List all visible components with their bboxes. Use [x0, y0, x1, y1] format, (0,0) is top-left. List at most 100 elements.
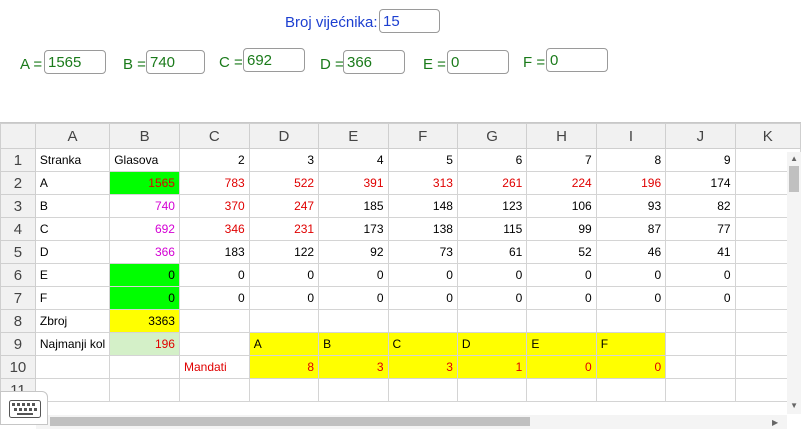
column-header[interactable]: G [456, 123, 528, 149]
vertical-scroll-thumb[interactable] [789, 166, 799, 192]
cell[interactable]: F [34, 286, 111, 310]
cell[interactable]: 174 [665, 171, 736, 195]
column-header[interactable]: J [665, 123, 736, 149]
corner-cell[interactable] [0, 123, 36, 149]
column-header[interactable]: K [734, 123, 801, 149]
cell[interactable]: 0 [456, 263, 528, 287]
cell[interactable]: 2 [178, 148, 250, 172]
cell[interactable]: 247 [248, 194, 320, 218]
seats-input[interactable]: 15 [379, 9, 440, 33]
row-header[interactable]: 2 [0, 171, 36, 195]
spreadsheet[interactable]: A B C D E F G H I J K 1 Stranka Glasova … [0, 122, 801, 430]
virtual-keyboard-button[interactable] [0, 391, 48, 425]
cell[interactable]: Glasova [109, 148, 180, 172]
cell[interactable] [178, 378, 250, 402]
cell[interactable]: 87 [595, 217, 667, 241]
cell[interactable]: 196 [595, 171, 667, 195]
cell[interactable]: 77 [665, 217, 736, 241]
cell[interactable] [34, 355, 111, 379]
cell[interactable]: 0 [318, 263, 389, 287]
cell[interactable]: 3 [387, 355, 458, 379]
cell[interactable]: 0 [109, 286, 180, 310]
cell[interactable] [178, 332, 250, 356]
cell[interactable]: 0 [595, 286, 667, 310]
cell[interactable]: 0 [665, 263, 736, 287]
cell[interactable]: 115 [456, 217, 528, 241]
cell[interactable]: 106 [526, 194, 597, 218]
cell[interactable]: 138 [387, 217, 458, 241]
cell[interactable]: 99 [526, 217, 597, 241]
cell[interactable] [456, 378, 528, 402]
cell[interactable]: 8 [595, 148, 667, 172]
cell[interactable]: 313 [387, 171, 458, 195]
row-header[interactable]: 10 [0, 355, 36, 379]
cell[interactable] [109, 378, 180, 402]
cell[interactable]: 0 [318, 286, 389, 310]
cell[interactable]: 0 [526, 286, 597, 310]
cell[interactable]: 1 [456, 355, 528, 379]
cell[interactable]: 3363 [109, 309, 180, 333]
cell[interactable]: 3 [318, 355, 389, 379]
cell[interactable]: 0 [248, 263, 320, 287]
cell[interactable]: Zbroj [34, 309, 111, 333]
cell[interactable]: F [595, 332, 667, 356]
row-header[interactable]: 5 [0, 240, 36, 264]
cell[interactable] [456, 309, 528, 333]
cell[interactable]: 692 [109, 217, 180, 241]
party-d-input[interactable]: 366 [343, 50, 405, 74]
column-header[interactable]: E [318, 123, 389, 149]
cell[interactable]: 8 [248, 355, 320, 379]
cell[interactable]: C [34, 217, 111, 241]
row-header[interactable]: 9 [0, 332, 36, 356]
scroll-up-arrow-icon[interactable]: ▲ [790, 154, 798, 163]
cell[interactable] [665, 355, 736, 379]
cell[interactable] [526, 309, 597, 333]
cell[interactable]: 740 [109, 194, 180, 218]
column-header[interactable]: C [178, 123, 250, 149]
horizontal-scroll-thumb[interactable] [50, 417, 530, 426]
cell[interactable]: 3 [248, 148, 320, 172]
cell[interactable]: 370 [178, 194, 250, 218]
cell[interactable] [178, 309, 250, 333]
cell[interactable]: 0 [387, 286, 458, 310]
party-c-input[interactable]: 692 [243, 48, 305, 72]
cell[interactable]: 261 [456, 171, 528, 195]
cell[interactable] [665, 309, 736, 333]
column-header[interactable]: D [248, 123, 320, 149]
cell[interactable]: D [34, 240, 111, 264]
cell[interactable]: 92 [318, 240, 389, 264]
party-e-input[interactable]: 0 [447, 50, 509, 74]
scroll-right-arrow-icon[interactable]: ▶ [772, 418, 779, 427]
cell[interactable]: 783 [178, 171, 250, 195]
cell[interactable]: 196 [109, 332, 180, 356]
cell[interactable]: 73 [387, 240, 458, 264]
cell[interactable]: Stranka [34, 148, 111, 172]
cell[interactable]: 346 [178, 217, 250, 241]
cell[interactable]: 9 [665, 148, 736, 172]
row-header[interactable]: 6 [0, 263, 36, 287]
cell[interactable]: 41 [665, 240, 736, 264]
cell[interactable]: 0 [595, 263, 667, 287]
cell[interactable]: A [248, 332, 320, 356]
cell[interactable]: 0 [595, 355, 667, 379]
cell[interactable]: 82 [665, 194, 736, 218]
cell[interactable]: 0 [178, 263, 250, 287]
cell[interactable]: C [387, 332, 458, 356]
column-header[interactable]: I [595, 123, 667, 149]
cell[interactable]: B [34, 194, 111, 218]
cell[interactable] [595, 309, 667, 333]
cell[interactable] [665, 378, 736, 402]
cell[interactable]: 183 [178, 240, 250, 264]
cell[interactable] [248, 378, 320, 402]
cell[interactable]: Mandati [178, 355, 250, 379]
cell[interactable]: 5 [387, 148, 458, 172]
cell[interactable]: 0 [665, 286, 736, 310]
cell[interactable] [526, 378, 597, 402]
row-header[interactable]: 7 [0, 286, 36, 310]
party-a-input[interactable]: 1565 [44, 50, 106, 74]
cell[interactable]: 0 [109, 263, 180, 287]
column-header[interactable]: A [34, 123, 111, 149]
party-b-input[interactable]: 740 [146, 50, 205, 74]
cell[interactable]: 4 [318, 148, 389, 172]
cell[interactable]: 522 [248, 171, 320, 195]
